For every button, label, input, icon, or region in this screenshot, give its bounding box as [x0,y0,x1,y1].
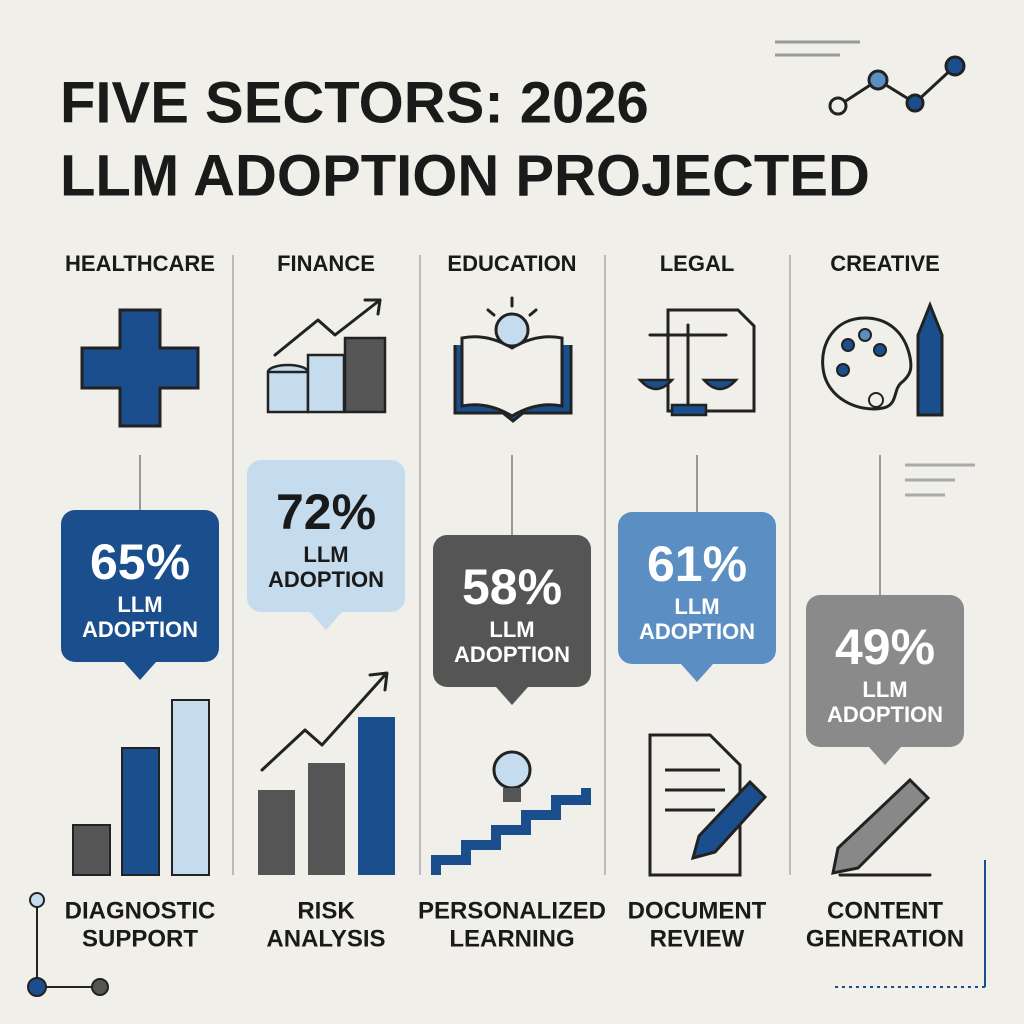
bubble-pointer [124,662,156,680]
decor-graph [775,40,966,116]
use-case: DOCUMENT [628,897,767,924]
adoption-bubble [247,460,405,612]
column-dividers [232,255,791,875]
coins-icon [266,298,387,414]
adoption-percent: 65% [90,534,190,590]
decor-nodes [27,860,986,997]
use-case: RISK [297,897,355,924]
bubble-pointer [496,687,528,705]
adoption-metric: ADOPTION [268,567,384,592]
document-pen-illustration [648,733,768,877]
sector-name: HEALTHCARE [65,251,215,276]
adoption-bubble [806,595,964,747]
adoption-percent: 61% [647,536,747,592]
bubble-pointer [869,747,901,765]
adoption-percent: 72% [276,484,376,540]
adoption-bubble [61,510,219,662]
scales-icon [637,308,756,417]
adoption-percent: 49% [835,619,935,675]
palette-icon [821,300,944,417]
bubble-pointer [310,612,342,630]
adoption-metric: LLM [117,592,162,617]
title-line: FIVE SECTORS: 2026 [60,70,649,135]
adoption-metric: LLM [489,617,534,642]
sector-name: EDUCATION [447,251,576,276]
use-case: CONTENT [827,897,943,924]
adoption-percent: 58% [462,559,562,615]
sector-name: CREATIVE [830,251,940,276]
adoption-metric: LLM [862,677,907,702]
sector-name: FINANCE [277,251,375,276]
sector-name: LEGAL [660,251,735,276]
book-bulb-icon [453,296,573,423]
adoption-metric: LLM [674,594,719,619]
decor-lines [905,463,975,497]
adoption-metric: LLM [303,542,348,567]
bubble-pointer [681,664,713,682]
pencil-illustration [831,777,932,877]
stairs-illustration [431,750,591,875]
use-case: DIAGNOSTIC [65,897,216,924]
medical-cross-icon [80,308,200,428]
use-case: REVIEW [650,925,745,952]
bar-illustration [72,699,210,876]
title-line: LLM ADOPTION PROJECTED [60,143,870,208]
use-case: ANALYSIS [266,925,385,952]
adoption-bubble [618,512,776,664]
adoption-metric: ADOPTION [827,702,943,727]
adoption-metric: ADOPTION [639,619,755,644]
use-case: SUPPORT [82,925,198,952]
use-case: GENERATION [806,925,964,952]
adoption-metric: ADOPTION [82,617,198,642]
adoption-metric: ADOPTION [454,642,570,667]
connectors [139,455,881,595]
adoption-bubble [433,535,591,687]
use-case: LEARNING [449,925,574,952]
growth-illustration [258,671,395,875]
use-case: PERSONALIZED [418,897,606,924]
